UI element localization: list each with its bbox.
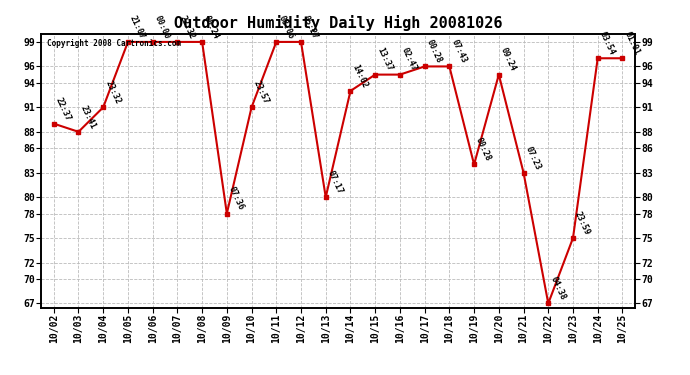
Text: 07:23: 07:23 [524, 145, 542, 171]
Text: 21:07: 21:07 [128, 14, 147, 40]
Title: Outdoor Humidity Daily High 20081026: Outdoor Humidity Daily High 20081026 [174, 15, 502, 31]
Text: 22:37: 22:37 [54, 96, 72, 122]
Text: 09:24: 09:24 [499, 46, 518, 73]
Text: 08:06: 08:06 [276, 14, 295, 40]
Text: 23:41: 23:41 [79, 104, 97, 130]
Text: 05:27: 05:27 [301, 14, 319, 40]
Text: 23:59: 23:59 [573, 210, 592, 236]
Text: 04:38: 04:38 [549, 275, 567, 302]
Text: 00:00: 00:00 [152, 14, 171, 40]
Text: 23:57: 23:57 [252, 79, 270, 106]
Text: 22:32: 22:32 [177, 14, 196, 40]
Text: 07:17: 07:17 [326, 169, 344, 195]
Text: 00:28: 00:28 [474, 136, 493, 163]
Text: 01:01: 01:01 [622, 30, 641, 57]
Text: Copyright 2008 Cartronics.com: Copyright 2008 Cartronics.com [48, 39, 181, 48]
Text: 03:54: 03:54 [598, 30, 616, 57]
Text: 07:43: 07:43 [449, 38, 468, 65]
Text: 14:02: 14:02 [351, 63, 369, 89]
Text: 00:28: 00:28 [424, 38, 444, 65]
Text: 00:24: 00:24 [202, 14, 221, 40]
Text: 07:36: 07:36 [227, 185, 246, 212]
Text: 23:32: 23:32 [104, 79, 122, 106]
Text: 13:37: 13:37 [375, 46, 394, 73]
Text: 02:47: 02:47 [400, 46, 419, 73]
